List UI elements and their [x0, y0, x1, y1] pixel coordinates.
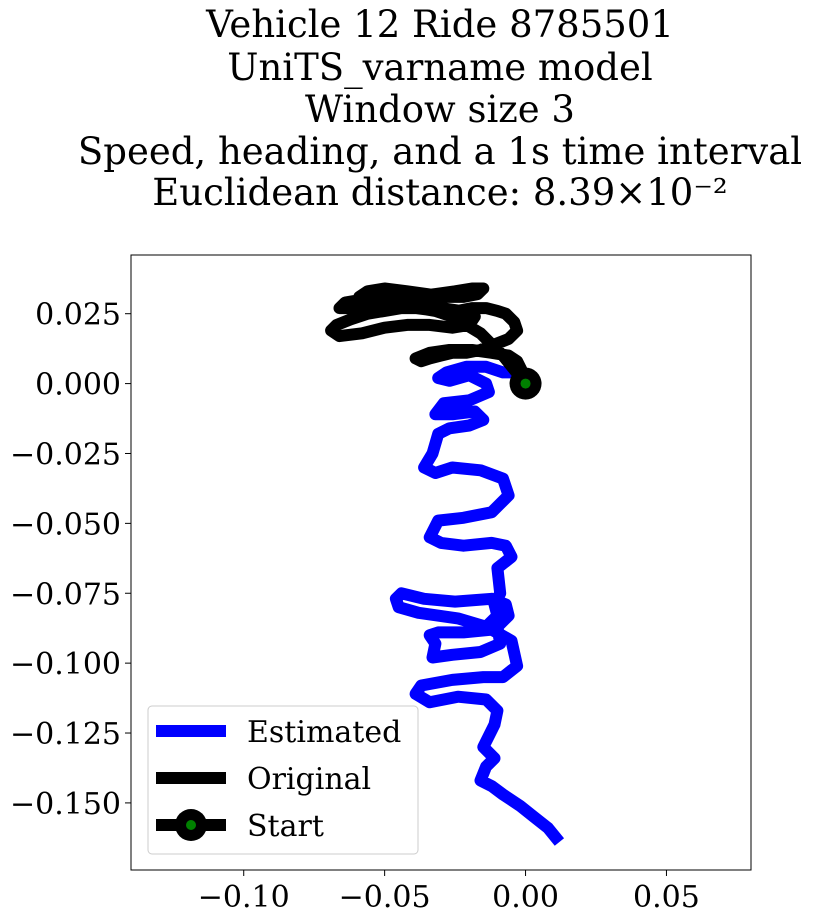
x-tick-label: 0.00 [492, 880, 559, 915]
chart-title: Vehicle 12 Ride 8785501 UniTS_varname mo… [78, 3, 802, 214]
x-tick-label: −0.05 [339, 880, 431, 915]
y-tick-label: −0.125 [10, 717, 121, 752]
title-line-3: Window size 3 [305, 88, 575, 131]
series-estimated-line [389, 360, 565, 846]
x-tick-label: 0.05 [633, 880, 700, 915]
title-line-5: Euclidean distance: 8.39×10⁻² [152, 171, 727, 214]
y-tick-label: 0.000 [35, 368, 121, 403]
y-tick-label: −0.025 [10, 437, 121, 472]
plot-frame [130, 254, 752, 871]
y-tick-label: −0.150 [10, 787, 121, 822]
title-line-4: Speed, heading, and a 1s time interval [78, 130, 802, 173]
legend-label-estimated: Estimated [247, 715, 401, 750]
title-line-2: UniTS_varname model [227, 46, 652, 90]
legend: Estimated Original Start [147, 705, 419, 855]
y-tick-label: 0.025 [35, 298, 121, 333]
series-original-line [325, 282, 532, 390]
legend-label-start: Start [247, 809, 324, 844]
legend-box [147, 705, 419, 855]
y-tick-label: −0.075 [10, 577, 121, 612]
y-axis: 0.025 0.000 −0.025 −0.050 −0.075 −0.100 −0.125… [10, 298, 131, 822]
x-tick-label: −0.10 [198, 880, 290, 915]
legend-swatch-start-dot [186, 820, 196, 830]
y-tick-label: −0.050 [10, 507, 121, 542]
series-layer [325, 282, 565, 846]
x-axis: −0.10 −0.05 0.00 0.05 [198, 870, 700, 915]
start-marker-center [520, 378, 531, 389]
legend-label-original: Original [247, 762, 371, 797]
y-tick-label: −0.100 [10, 647, 121, 682]
title-line-1: Vehicle 12 Ride 8785501 [205, 3, 674, 46]
